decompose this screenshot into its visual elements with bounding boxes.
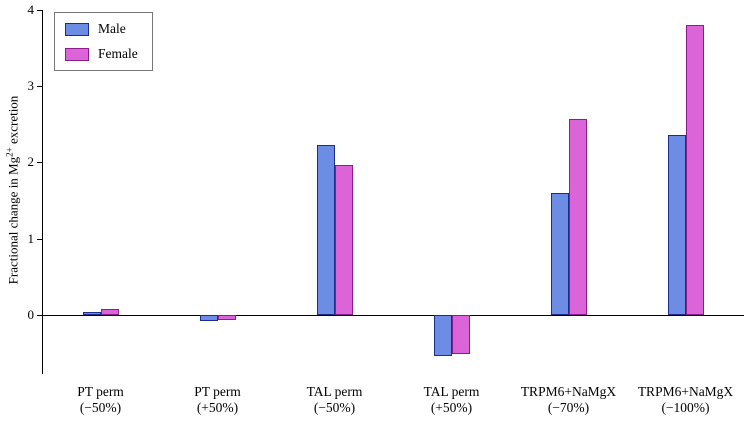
x-tick-label-line1: TRPM6+NaMgX bbox=[637, 384, 734, 399]
bar-female-0 bbox=[100, 309, 119, 315]
x-tick-label-line2: (+50%) bbox=[196, 400, 239, 415]
y-tick-mark bbox=[37, 10, 42, 11]
y-tick-label: 3 bbox=[27, 78, 35, 94]
x-tick-label-line2: (−50%) bbox=[313, 400, 356, 415]
legend-entry-female: Female bbox=[65, 46, 138, 62]
bar-male-5 bbox=[667, 134, 686, 315]
bar-male-3 bbox=[433, 314, 452, 357]
bar-male-1 bbox=[199, 314, 218, 321]
bar-female-3 bbox=[451, 314, 470, 355]
legend-label-male: Male bbox=[98, 21, 126, 36]
y-tick-mark bbox=[37, 162, 42, 164]
x-tick-label-line1: PT perm bbox=[194, 384, 241, 399]
zero-baseline bbox=[42, 314, 744, 316]
y-tick-mark bbox=[37, 314, 42, 316]
x-tick-label: PT perm (+50%) bbox=[148, 384, 288, 416]
bar-male-4 bbox=[550, 192, 569, 315]
bar-female-4 bbox=[568, 118, 587, 315]
x-tick-label: TRPM6+NaMgX (−100%) bbox=[616, 384, 746, 416]
x-tick-label-line2: (−70%) bbox=[547, 400, 590, 415]
y-tick-label: 1 bbox=[27, 230, 35, 246]
male-color-swatch bbox=[65, 22, 89, 36]
legend-entry-male: Male bbox=[65, 21, 138, 37]
x-tick-label: TRPM6+NaMgX (−70%) bbox=[499, 384, 639, 416]
x-tick-label-line1: TAL perm bbox=[306, 384, 363, 399]
legend: Male Female bbox=[54, 12, 153, 71]
bar-female-2 bbox=[334, 165, 353, 315]
y-tick-label: 4 bbox=[27, 2, 35, 17]
y-tick-label: 0 bbox=[27, 306, 35, 322]
bar-female-1 bbox=[217, 314, 236, 320]
x-tick-label: TAL perm (−50%) bbox=[265, 384, 405, 416]
y-axis-label: Fractional change in Mg2+ excretion bbox=[4, 96, 21, 285]
x-tick-label: PT perm (−50%) bbox=[31, 384, 171, 416]
x-tick-label-line1: TRPM6+NaMgX bbox=[520, 384, 617, 399]
bar-male-0 bbox=[82, 312, 101, 315]
x-tick-label-line2: (+50%) bbox=[430, 400, 473, 415]
x-tick-label-line1: PT perm bbox=[77, 384, 124, 399]
bar-male-2 bbox=[316, 144, 335, 315]
x-tick-label: TAL perm (+50%) bbox=[382, 384, 522, 416]
female-color-swatch bbox=[65, 47, 89, 61]
x-tick-label-line2: (−100%) bbox=[661, 400, 710, 415]
y-axis-label-text: Fractional change in Mg bbox=[5, 156, 21, 285]
legend-label-female: Female bbox=[98, 46, 138, 61]
y-axis-label-suffix: excretion bbox=[5, 95, 21, 148]
x-tick-label-line2: (−50%) bbox=[79, 400, 122, 415]
y-tick-mark bbox=[37, 86, 42, 88]
x-tick-label-line1: TAL perm bbox=[423, 384, 480, 399]
y-axis-spine bbox=[42, 10, 43, 374]
bar-female-5 bbox=[685, 25, 704, 315]
y-tick-mark bbox=[37, 238, 42, 240]
y-tick-label: 2 bbox=[27, 154, 35, 170]
